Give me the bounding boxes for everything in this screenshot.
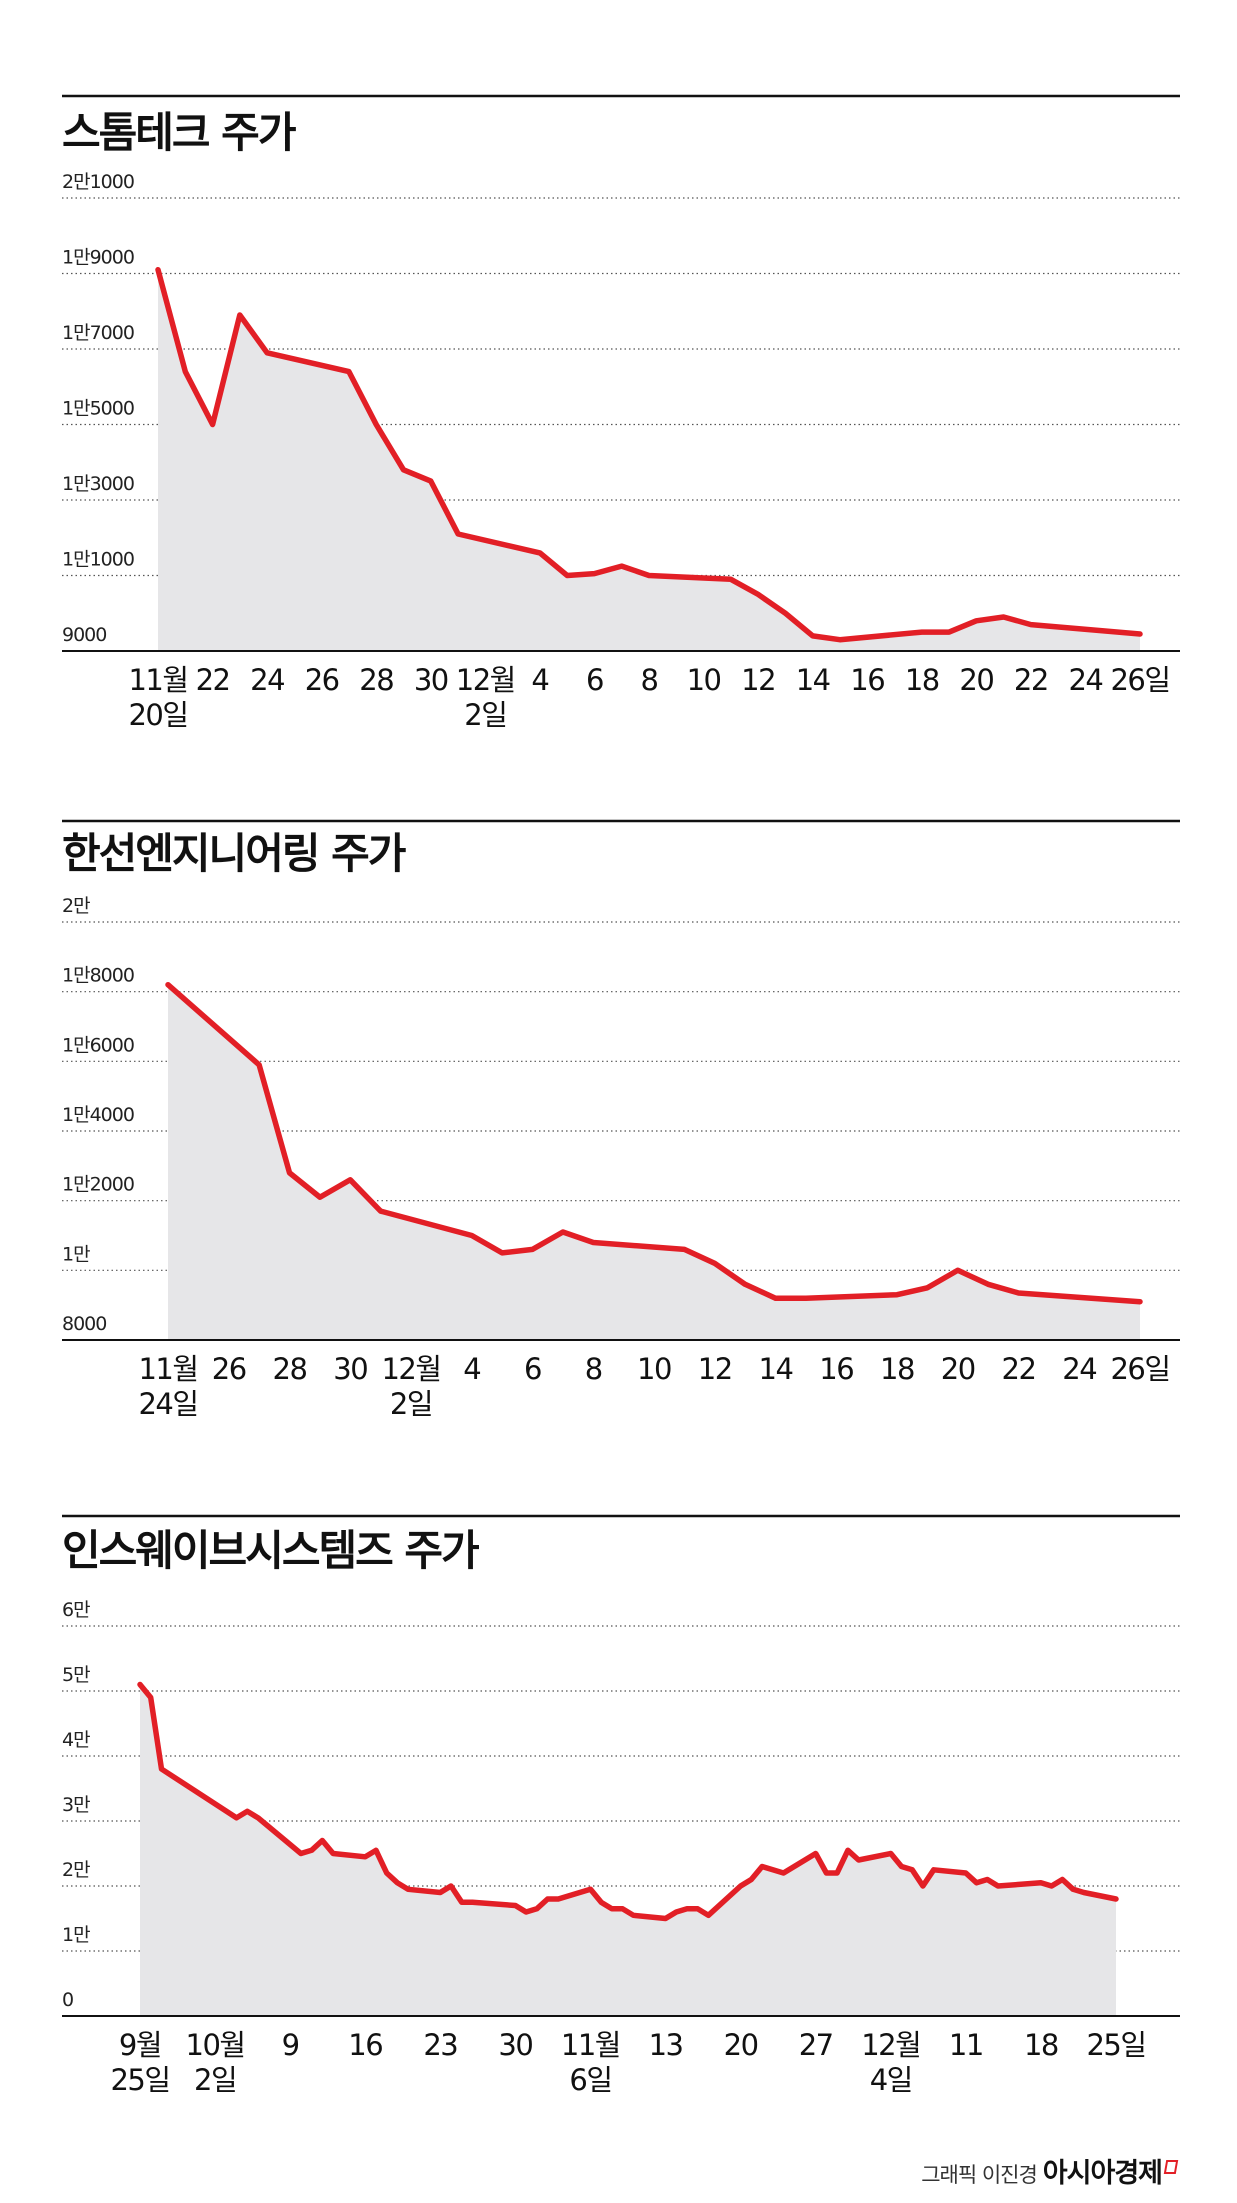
- x-tick-label: 10: [687, 663, 721, 697]
- x-tick-label: 12월: [861, 2028, 920, 2062]
- x-tick-label: 30: [498, 2028, 532, 2062]
- x-tick-label: 11: [949, 2028, 983, 2062]
- y-tick-label: 1만2000: [62, 1174, 134, 1196]
- y-tick-label: 6만: [62, 1599, 90, 1621]
- x-tick-label: 4일: [870, 2063, 912, 2097]
- x-tick-label: 11월: [138, 1352, 197, 1386]
- y-tick-label: 9000: [62, 624, 106, 646]
- y-tick-label: 1만6000: [62, 1034, 134, 1056]
- price-area-fill: [158, 269, 1140, 651]
- x-tick-label: 12월: [456, 663, 515, 697]
- y-tick-label: 1만9000: [62, 247, 134, 269]
- x-tick-label: 16: [819, 1352, 853, 1386]
- graphic-credit: 그래픽 이진경: [921, 2163, 1038, 2187]
- price-line: [165, 981, 1143, 1305]
- x-tick-label: 23: [423, 2028, 457, 2062]
- x-tick-label: 26: [212, 1352, 246, 1386]
- x-tick-label: 14: [796, 663, 830, 697]
- x-tick-label: 2일: [194, 2063, 236, 2097]
- x-tick-label: 28: [359, 663, 393, 697]
- x-tick-label: 6: [586, 663, 603, 697]
- stock-price-chart-stormtech: 2만1000 1만9000 1만7000 1만5000 1만3000 1만1000 9000…: [62, 94, 1180, 732]
- x-tick-label: 14: [759, 1352, 793, 1386]
- x-tick-label: 24일: [138, 1387, 197, 1421]
- x-tick-label: 20: [941, 1352, 975, 1386]
- x-tick-label: 13: [649, 2028, 683, 2062]
- x-tick-label: 20일: [128, 698, 187, 732]
- x-tick-label: 24: [250, 663, 284, 697]
- price-line: [155, 266, 1143, 643]
- x-tick-label: 20: [959, 663, 993, 697]
- y-tick-label: 2만1000: [62, 171, 134, 193]
- x-tick-label: 2일: [390, 1387, 432, 1421]
- x-tick-label: 6: [524, 1352, 541, 1386]
- x-tick-label: 22: [1002, 1352, 1036, 1386]
- credit-line: 그래픽 이진경 아시아경제: [921, 2158, 1179, 2189]
- x-tick-label: 11월: [561, 2028, 620, 2062]
- y-tick-label: 1만4000: [62, 1104, 134, 1126]
- x-tick-label: 16: [348, 2028, 382, 2062]
- y-tick-label: 3만: [62, 1794, 90, 1816]
- x-tick-label: 26일: [1110, 1352, 1169, 1386]
- x-tick-label: 4: [463, 1352, 480, 1386]
- x-tick-label: 18: [905, 663, 939, 697]
- price-area-fill: [168, 984, 1140, 1340]
- price-area-fill: [140, 1684, 1116, 2016]
- x-tick-label: 30: [333, 1352, 367, 1386]
- chart-title: 인스웨이브시스템즈 주가: [62, 1526, 480, 1575]
- x-tick-label: 20: [724, 2028, 758, 2062]
- y-tick-label: 1만1000: [62, 549, 134, 571]
- x-tick-label: 8: [585, 1352, 602, 1386]
- chart-title: 한선엔지니어링 주가: [62, 829, 406, 878]
- x-tick-label: 10월: [186, 2028, 245, 2062]
- y-tick-label: 1만5000: [62, 398, 134, 420]
- x-tick-label: 24: [1068, 663, 1102, 697]
- x-tick-label: 12: [698, 1352, 732, 1386]
- x-tick-label: 22: [196, 663, 230, 697]
- x-tick-label: 9: [282, 2028, 299, 2062]
- y-tick-label: 4만: [62, 1729, 90, 1751]
- y-tick-label: 1만7000: [62, 322, 134, 344]
- x-tick-label: 2일: [464, 698, 506, 732]
- y-tick-label: 1만3000: [62, 473, 134, 495]
- x-tick-label: 4: [531, 663, 548, 697]
- x-tick-label: 22: [1014, 663, 1048, 697]
- logo-mark-icon: [1163, 2160, 1179, 2174]
- x-tick-label: 28: [273, 1352, 307, 1386]
- x-tick-label: 26일: [1110, 663, 1169, 697]
- x-tick-label: 25일: [110, 2063, 169, 2097]
- x-tick-label: 30: [414, 663, 448, 697]
- x-tick-label: 25일: [1086, 2028, 1145, 2062]
- x-tick-label: 24: [1062, 1352, 1096, 1386]
- x-tick-label: 12: [741, 663, 775, 697]
- x-tick-label: 26: [305, 663, 339, 697]
- publisher-logo: 아시아경제: [1042, 2158, 1163, 2189]
- y-tick-label: 1만: [62, 1243, 90, 1265]
- x-tick-label: 27: [799, 2028, 833, 2062]
- x-tick-label: 18: [880, 1352, 914, 1386]
- y-tick-label: 1만8000: [62, 965, 134, 987]
- chart-title: 스톰테크 주가: [62, 108, 296, 157]
- y-tick-label: 0: [62, 1989, 73, 2011]
- x-tick-label: 6일: [569, 2063, 611, 2097]
- x-tick-label: 10: [637, 1352, 671, 1386]
- x-tick-label: 8: [641, 663, 658, 697]
- x-tick-label: 12월: [381, 1352, 440, 1386]
- x-tick-label: 18: [1024, 2028, 1058, 2062]
- y-tick-label: 2만: [62, 1859, 90, 1881]
- x-tick-label: 11월: [128, 663, 187, 697]
- y-tick-label: 2만: [62, 895, 90, 917]
- stock-price-chart-hanseon: 2만1만80001만60001만40001만20001만800011월24일26…: [62, 819, 1180, 1421]
- y-tick-label: 1만: [62, 1924, 90, 1946]
- y-tick-label: 5만: [62, 1664, 90, 1686]
- y-tick-label: 8000: [62, 1313, 106, 1335]
- x-tick-label: 9월: [119, 2028, 161, 2062]
- x-tick-label: 16: [850, 663, 884, 697]
